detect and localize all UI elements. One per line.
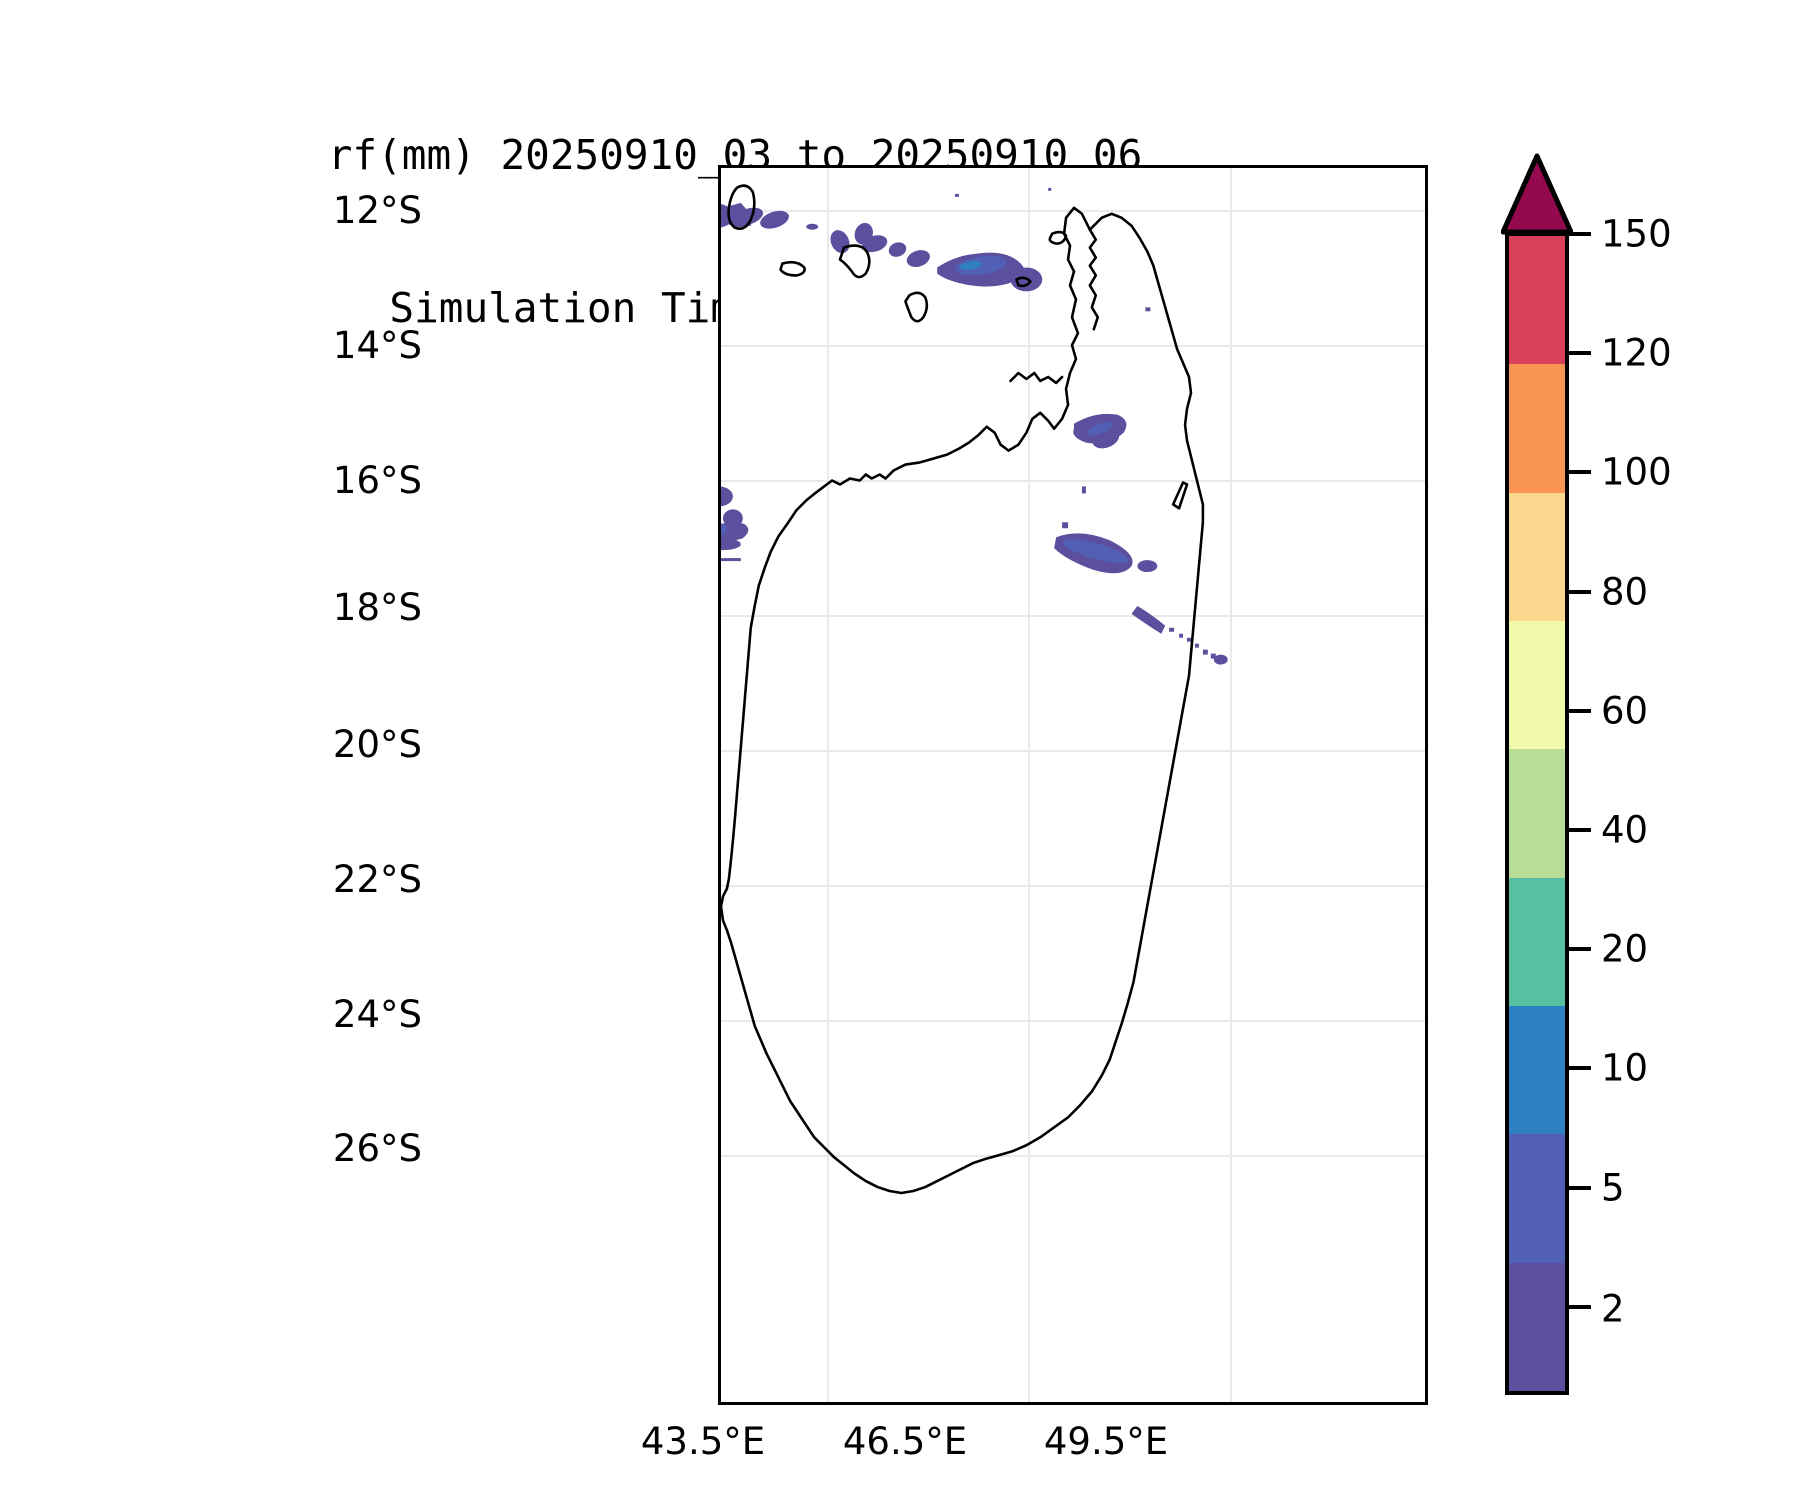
- colorbar-tick: [1569, 1186, 1591, 1190]
- colorbar-tick-label: 150: [1601, 212, 1672, 256]
- colorbar-tick: [1569, 351, 1591, 355]
- xtick-label: 49.5°E: [1043, 1420, 1169, 1463]
- colorbar-tick-label: 20: [1601, 927, 1649, 971]
- gridline-lat-24: [721, 1020, 1425, 1022]
- colorbar-band-5-10: [1509, 1134, 1565, 1263]
- gridline-lat-18: [721, 615, 1425, 617]
- colorbar-tick: [1569, 709, 1591, 713]
- colorbar-tick: [1569, 828, 1591, 832]
- madagascar-coastline: [721, 206, 1205, 1195]
- mayotte: [904, 291, 929, 323]
- colorbar-band-80-100: [1509, 492, 1565, 621]
- rain-patch-group-east-offshore-core: [1063, 539, 1129, 564]
- colorbar-band-10-20: [1509, 1006, 1565, 1135]
- colorbar-band-40-60: [1509, 749, 1565, 878]
- coastline-layer: [721, 184, 1205, 1195]
- xtick-label: 43.5°E: [640, 1420, 766, 1463]
- colorbar-gradient: [1505, 232, 1569, 1395]
- colorbar-band-20-40: [1509, 877, 1565, 1007]
- colorbar-tick: [1569, 947, 1591, 951]
- madagascar-coast-ne-detail: [1088, 228, 1100, 331]
- colorbar-tick: [1569, 232, 1591, 236]
- colorbar-tick: [1569, 590, 1591, 594]
- nw-islet-small: [1015, 276, 1032, 288]
- rain-streak-southeast: [1131, 605, 1228, 665]
- gridline-lon-46-5: [1028, 168, 1030, 1402]
- ytick-label: 20°S: [332, 723, 422, 766]
- colorbar-tick-label: 60: [1601, 689, 1649, 733]
- map-plot-area[interactable]: [718, 165, 1428, 1405]
- colorbar-tick: [1569, 1066, 1591, 1070]
- colorbar-tick-label: 2: [1601, 1287, 1625, 1331]
- colorbar-band-60-80: [1509, 621, 1565, 750]
- colorbar[interactable]: 150 120 100 80 60 40 20 10 5 2: [1500, 140, 1800, 1410]
- gridline-lat-22: [721, 885, 1425, 887]
- colorbar-band-100-120: [1509, 364, 1565, 493]
- gridline-lon-43-5: [827, 168, 829, 1402]
- gridline-lat-20: [721, 750, 1425, 752]
- colorbar-tick-label: 5: [1601, 1166, 1625, 1210]
- rain-patch-group-comoros-peak: [960, 261, 982, 270]
- ytick-label: 24°S: [332, 993, 422, 1036]
- ytick-label: 22°S: [332, 858, 422, 901]
- ytick-label: 12°S: [332, 189, 422, 232]
- ytick-label: 14°S: [332, 324, 422, 367]
- xtick-label: 46.5°E: [842, 1420, 968, 1463]
- comoros-moheli: [779, 260, 806, 277]
- rain-patch-group-west-coast-core: [721, 523, 727, 536]
- rain-speck-group: [955, 193, 1151, 494]
- colorbar-band-120-150: [1509, 236, 1565, 365]
- colorbar-extend-max-arrow: [1501, 153, 1573, 235]
- colorbar-tick: [1569, 1305, 1591, 1309]
- colorbar-tick-label: 80: [1601, 570, 1649, 614]
- rain-patch-group-west-coast: [721, 486, 749, 562]
- colorbar-tick-label: 40: [1601, 808, 1649, 852]
- colorbar-tick-label: 10: [1601, 1046, 1649, 1090]
- ytick-label: 18°S: [332, 586, 422, 629]
- gridline-lon-49-5: [1230, 168, 1232, 1402]
- colorbar-tick: [1569, 470, 1591, 474]
- gridline-lat-16: [721, 480, 1425, 482]
- rain-patch-group-northeast-offshore-core: [1086, 421, 1113, 436]
- ile-sainte-marie: [1171, 481, 1189, 510]
- gridline-lat-26: [721, 1155, 1425, 1157]
- ytick-label: 16°S: [332, 459, 422, 502]
- colorbar-tick-label: 120: [1601, 331, 1672, 375]
- comoros-grande-comore: [727, 184, 756, 230]
- comoros-anjouan: [838, 244, 871, 279]
- ytick-label: 26°S: [332, 1127, 422, 1170]
- madagascar-coast-ne-bay: [1009, 371, 1064, 385]
- nosy-be: [1048, 230, 1068, 245]
- colorbar-band-2-5: [1509, 1262, 1565, 1392]
- colorbar-tick-label: 100: [1601, 450, 1672, 494]
